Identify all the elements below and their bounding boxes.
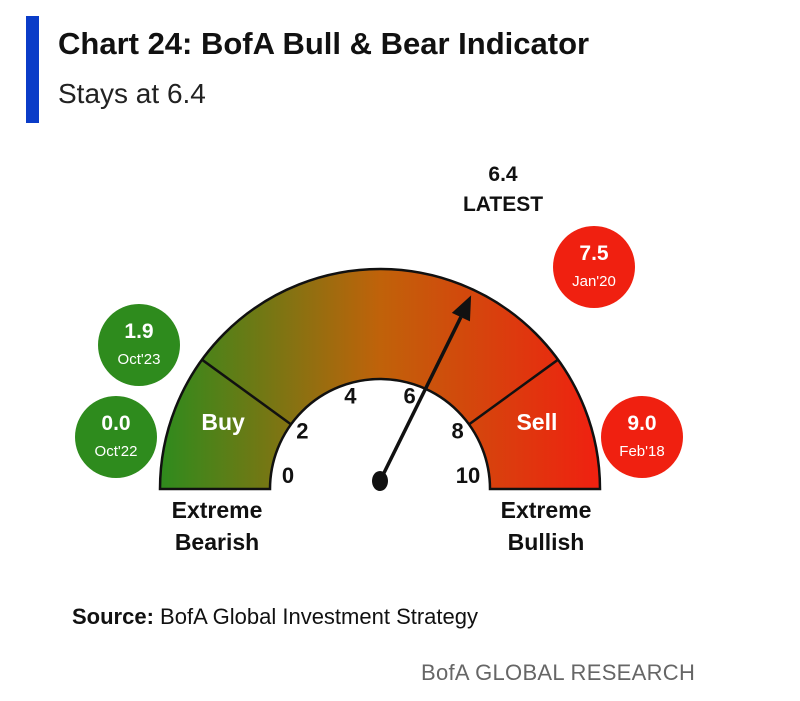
needle-pivot xyxy=(372,471,388,491)
history-date-1: Oct'22 xyxy=(95,443,138,460)
history-value-1: 0.0 xyxy=(101,412,130,435)
needle-arrowhead xyxy=(451,295,472,322)
latest-value-label: 6.4 xyxy=(488,163,518,186)
history-date-2: Jan'20 xyxy=(572,273,616,290)
tick-label-10: 10 xyxy=(456,463,480,488)
end-label-left-0: Extreme xyxy=(172,497,263,523)
history-value-0: 1.9 xyxy=(124,320,153,343)
history-bubble-1 xyxy=(75,396,157,478)
end-label-left-1: Bearish xyxy=(175,529,259,555)
source-label: Source: xyxy=(72,604,154,629)
brand-label: BofA GLOBAL RESEARCH xyxy=(421,660,696,685)
zone-label-buy: Buy xyxy=(201,409,245,435)
chart-title: Chart 24: BofA Bull & Bear Indicator xyxy=(58,26,590,61)
history-bubble-3 xyxy=(601,396,683,478)
latest-text-label: LATEST xyxy=(463,193,543,216)
zone-divider-2 xyxy=(201,358,292,426)
gauge-arc xyxy=(158,267,602,491)
source-note: Source: BofA Global Investment Strategy xyxy=(72,604,478,630)
history-bubble-0 xyxy=(98,304,180,386)
tick-label-6: 6 xyxy=(404,384,416,409)
title-accent-bar xyxy=(26,16,39,123)
needle-line xyxy=(378,316,463,482)
zone-divider-8 xyxy=(468,358,559,426)
history-value-2: 7.5 xyxy=(579,242,609,265)
history-value-3: 9.0 xyxy=(627,412,656,435)
history-bubble-2 xyxy=(553,226,635,308)
source-text: BofA Global Investment Strategy xyxy=(160,604,478,629)
zone-label-sell: Sell xyxy=(516,409,557,435)
history-date-3: Feb'18 xyxy=(619,443,664,460)
gauge-chart: Buy Sell 02 4 6 8 10 6.4 LATEST Extreme Bearish Ext… xyxy=(75,163,683,555)
chart-subtitle: Stays at 6.4 xyxy=(58,78,206,109)
tick-label-2: 2 xyxy=(296,418,308,443)
history-date-0: Oct'23 xyxy=(118,351,161,368)
end-label-right-1: Bullish xyxy=(508,529,585,555)
tick-label-8: 8 xyxy=(452,418,464,443)
tick-label-0: 0 xyxy=(282,463,294,488)
end-label-right-0: Extreme xyxy=(501,497,592,523)
tick-label-4: 4 xyxy=(344,384,357,409)
